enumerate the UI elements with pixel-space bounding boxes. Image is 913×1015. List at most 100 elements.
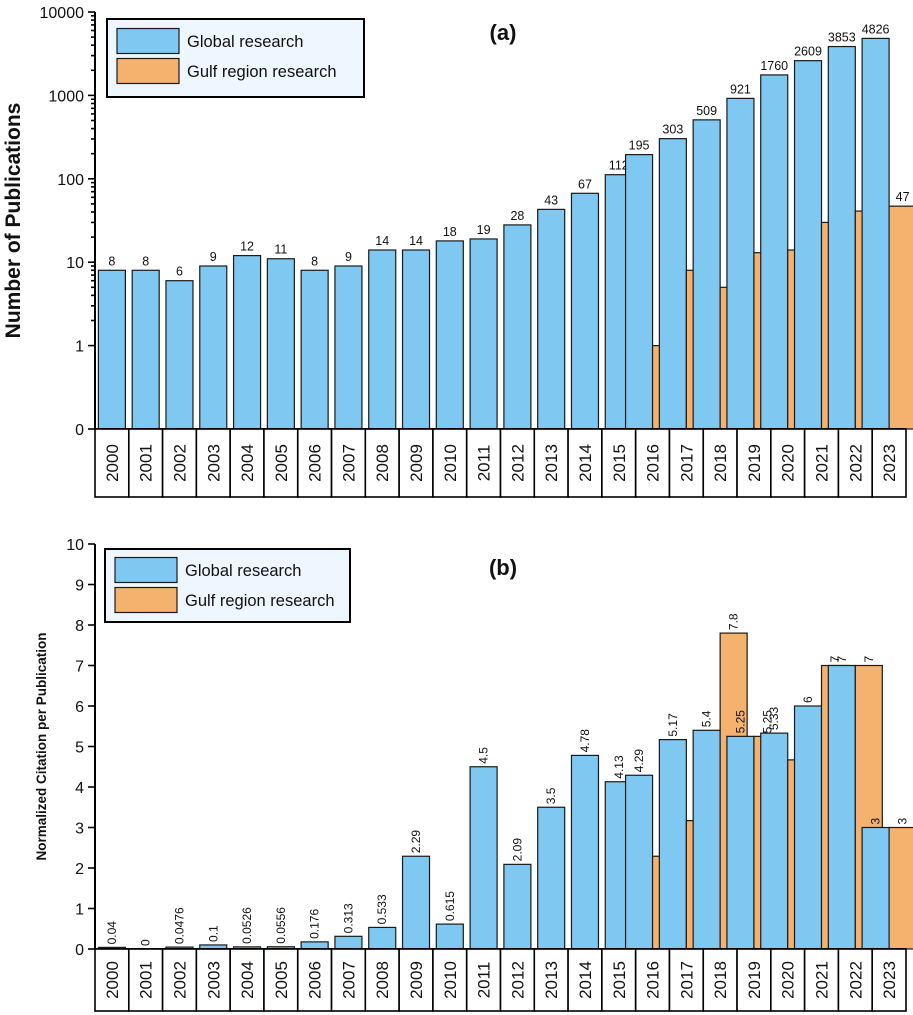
y-axis-label: Normalized Citation per Publication [34, 632, 49, 860]
x-category-cell [702, 948, 738, 1012]
bar-global-2008 [368, 249, 397, 430]
bar-global-2013 [537, 208, 566, 430]
x-category-cell [567, 428, 603, 498]
x-tick-label-2005: 2005 [272, 961, 291, 999]
x-tick-label-2007: 2007 [339, 444, 358, 482]
data-label-global-2021: 2609 [794, 45, 822, 59]
x-category-cell [127, 948, 164, 1012]
x-category-cell [330, 948, 367, 1012]
x-tick-label-2010: 2010 [441, 444, 460, 482]
data-label-global-2005: 0.0556 [274, 907, 288, 944]
bar-global-2001 [131, 269, 160, 430]
x-tick-label-2002: 2002 [170, 444, 189, 482]
x-tick-label-2023: 2023 [880, 444, 899, 482]
legend-label-gulf: Gulf region research [185, 592, 335, 610]
data-label-gulf-2022: 7 [862, 656, 876, 663]
legend-label-global: Global research [185, 562, 301, 580]
data-label-gulf-2018: 7.8 [727, 613, 741, 630]
y-tick-label: 9 [75, 578, 84, 595]
bar-global-2016 [624, 774, 654, 950]
x-tick-label-2008: 2008 [373, 961, 392, 999]
x-category-cell [634, 428, 671, 498]
y-tick-label: 1 [75, 339, 84, 356]
data-label-global-2019: 921 [730, 82, 751, 96]
bar-global-2007 [334, 265, 363, 430]
x-category-cell [803, 948, 840, 1012]
bar-global-2014 [570, 754, 600, 950]
data-label-gulf-2023: 47 [896, 190, 910, 204]
y-tick-label: 1 [75, 902, 84, 919]
x-category-cell [533, 428, 569, 498]
x-tick-label-2022: 2022 [846, 961, 865, 999]
data-label-global-2011: 4.5 [477, 747, 491, 764]
data-label-global-2013: 3.5 [544, 787, 558, 804]
legend-swatch-gulf [116, 57, 180, 85]
bar-global-2008 [368, 926, 397, 950]
bar-global-2021 [793, 705, 823, 950]
bar-global-2014 [570, 192, 600, 430]
x-tick-label-2007: 2007 [339, 961, 358, 999]
data-label-global-2023: 3 [869, 818, 883, 825]
bar-global-2012 [503, 863, 532, 950]
x-tick-label-2016: 2016 [644, 961, 663, 999]
x-tick-label-2013: 2013 [542, 444, 561, 482]
x-tick-label-2009: 2009 [407, 444, 426, 482]
data-label-global-2022: 3853 [828, 31, 856, 45]
data-label-global-2016: 4.29 [632, 749, 646, 773]
data-label-global-2019: 5.25 [733, 710, 747, 734]
x-tick-label-2016: 2016 [644, 444, 663, 482]
x-category-cell [364, 428, 400, 498]
x-category-cell [364, 948, 400, 1012]
data-label-global-2017: 5.17 [666, 713, 680, 737]
x-category-cell [634, 948, 671, 1012]
y-tick-label: 4 [75, 780, 84, 797]
legend-swatch-gulf [114, 586, 178, 614]
y-tick-label: 100 [57, 172, 84, 189]
x-tick-label-2023: 2023 [880, 961, 899, 999]
x-tick-label-2004: 2004 [238, 961, 257, 999]
x-tick-label-2012: 2012 [508, 444, 527, 482]
x-category-cell [229, 428, 265, 498]
y-tick-label: 10 [66, 537, 84, 554]
bar-gulf-2023 [888, 205, 913, 430]
panel-b-citations-chart: 0 1 2 3 4 5 6 7 8 9 10 0.04 0 0.0476 0.1 0.0526 0.0556 0.… [34, 537, 913, 1012]
bar-global-2021 [793, 60, 823, 430]
bar-global-2013 [537, 806, 566, 950]
data-label-global-2020: 5.33 [767, 706, 781, 730]
legend: Global research Gulf region research [104, 548, 351, 623]
x-category-cell [499, 948, 536, 1012]
y-tick-label: 7 [75, 659, 84, 676]
x-tick-label-2006: 2006 [306, 961, 325, 999]
x-category-cell [432, 948, 468, 1012]
data-label-global-2022: 7 [835, 656, 849, 663]
x-category-cell [229, 948, 265, 1012]
bar-global-2017 [658, 739, 687, 950]
data-label-global-2010: 18 [443, 225, 457, 239]
x-tick-label-2011: 2011 [475, 962, 494, 999]
x-tick-label-2013: 2013 [542, 961, 561, 999]
bar-global-2009 [401, 855, 431, 950]
x-category-cell [499, 428, 536, 498]
x-tick-label-2009: 2009 [407, 961, 426, 999]
data-label-global-2006: 0.176 [308, 909, 322, 939]
data-label-global-2020: 1760 [760, 59, 788, 73]
x-tick-label-2008: 2008 [373, 444, 392, 482]
data-label-global-2007: 0.313 [341, 903, 355, 933]
x-tick-label-2018: 2018 [711, 444, 730, 482]
panel-label: (b) [489, 555, 517, 580]
x-tick-label-2000: 2000 [103, 961, 122, 999]
data-label-global-2002: 0.0476 [172, 907, 186, 944]
bar-global-2007 [334, 935, 363, 950]
data-label-global-2017: 303 [662, 123, 683, 137]
x-tick-label-2022: 2022 [846, 444, 865, 482]
x-category-cell [465, 428, 502, 498]
x-tick-label-2021: 2021 [813, 444, 832, 482]
data-label-global-2018: 509 [696, 104, 717, 118]
data-label-global-2000: 0.04 [105, 921, 119, 945]
bar-global-2020 [760, 74, 789, 430]
y-tick-label: 0 [75, 942, 84, 959]
legend-label-gulf: Gulf region research [187, 63, 337, 81]
bar-global-2003 [199, 265, 228, 430]
y-tick-label: 6 [75, 699, 84, 716]
